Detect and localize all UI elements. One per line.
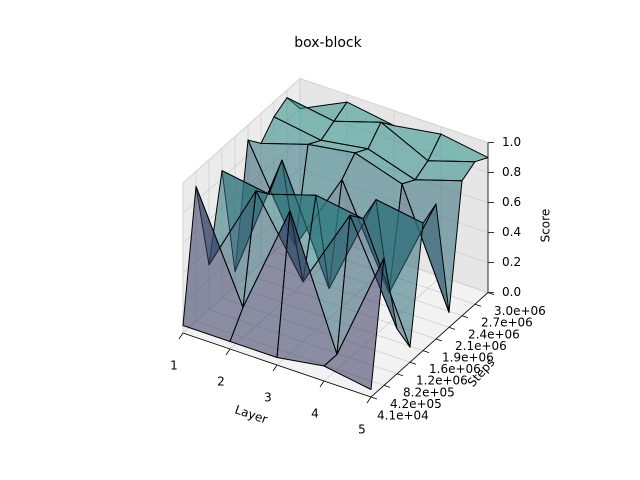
- x-tick-label: 3: [264, 391, 272, 405]
- axis-line: [182, 332, 372, 398]
- y-tick-label: 4.2e+05: [390, 397, 442, 411]
- tick-mark: [461, 315, 469, 319]
- tick-mark: [487, 292, 495, 295]
- z-tick-label: 0.4: [502, 225, 521, 239]
- tick-mark: [225, 348, 231, 356]
- z-axis-label: Score: [539, 209, 553, 243]
- chart-title: box-block: [294, 35, 362, 51]
- z-tick-label: 1.0: [502, 135, 521, 149]
- tick-mark: [422, 350, 430, 353]
- tick-mark: [409, 361, 417, 365]
- tick-mark: [178, 332, 184, 340]
- z-tick-label: 0.6: [502, 195, 521, 209]
- y-tick-label: 8.2e+05: [403, 385, 455, 399]
- tick-mark: [366, 396, 372, 404]
- x-tick-label: 5: [358, 423, 366, 437]
- tick-mark: [319, 380, 325, 388]
- z-tick-label: 0.8: [502, 165, 521, 179]
- x-tick-label: 2: [217, 375, 225, 389]
- x-axis-label: Layer: [233, 402, 269, 426]
- tick-mark: [272, 364, 278, 372]
- y-tick-label: 2.1e+06: [455, 339, 507, 353]
- tick-mark: [383, 385, 391, 388]
- y-tick-label: 2.7e+06: [481, 316, 533, 330]
- surface-face: [323, 257, 385, 390]
- y-tick-label: 1.6e+06: [429, 362, 481, 376]
- grid-line: [182, 78, 301, 184]
- y-tick-label: 1.2e+06: [416, 374, 468, 388]
- tick-mark: [448, 327, 456, 330]
- z-tick-label: 0.0: [502, 285, 521, 299]
- axis-line: [370, 292, 489, 398]
- tick-mark: [370, 396, 378, 400]
- z-tick-label: 0.2: [502, 255, 521, 269]
- tick-mark: [435, 338, 443, 342]
- x-tick-label: 1: [170, 359, 178, 373]
- y-tick-label: 3.0e+06: [494, 304, 546, 318]
- y-tick-label: 1.9e+06: [442, 351, 494, 365]
- tick-mark: [474, 303, 482, 307]
- y-tick-label: 2.4e+06: [468, 327, 520, 341]
- y-tick-label: 4.1e+04: [377, 409, 429, 423]
- x-tick-label: 4: [311, 407, 319, 421]
- tick-mark: [396, 373, 404, 377]
